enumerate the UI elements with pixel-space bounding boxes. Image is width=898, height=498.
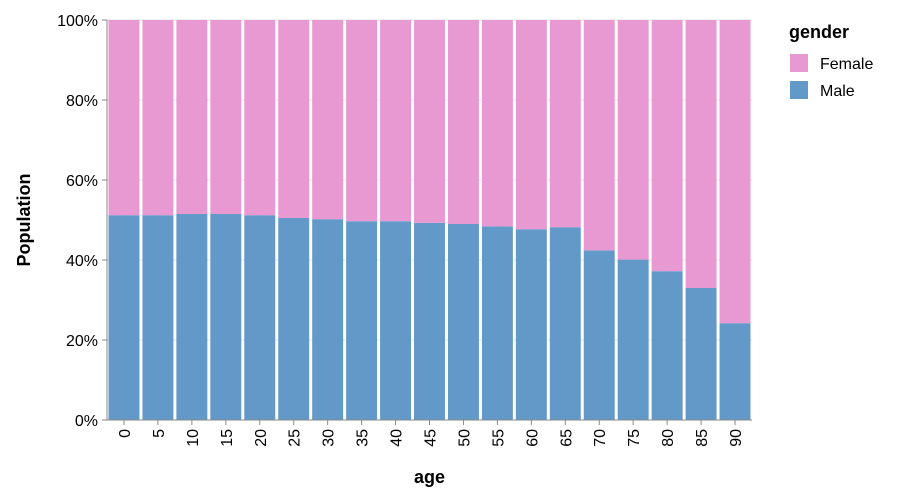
x-tick-label: 20 [253,429,270,447]
bar-male-age-45 [414,222,445,420]
bar-male-age-55 [481,226,513,420]
bar-male-age-30 [312,219,344,420]
bar-male-age-90 [719,323,751,420]
bar-female-age-65 [549,20,581,228]
bar-male-age-75 [617,259,649,420]
axes: 0% 20% 40% 60% 80% 100% 0 5 10 15 20 25 30 35 40 45 50 55… [14,13,752,487]
bar-female-age-80 [651,20,683,272]
bar-female-age-5 [142,20,174,216]
y-tick-label: 80% [66,93,98,110]
x-tick-label: 35 [355,429,372,447]
y-tick-label: 40% [66,253,98,270]
y-tick-label: 20% [66,333,98,350]
bar-male-age-65 [549,227,581,420]
x-tick-label: 0 [117,429,134,438]
x-axis-title: age [414,467,445,487]
bar-male-age-40 [380,221,412,420]
bar-female-age-10 [176,20,208,214]
x-tick-label: 75 [626,429,643,447]
x-tick-label: 10 [185,429,202,447]
bar-male-age-60 [515,229,547,420]
x-tick-label: 65 [558,429,575,447]
bar-female-age-90 [719,20,751,324]
bar-male-age-15 [210,214,242,420]
bar-female-age-85 [685,20,717,288]
x-tick-label: 40 [389,429,406,447]
x-tick-label: 60 [524,429,541,447]
x-tick-label: 50 [456,429,473,447]
bar-male-age-50 [447,224,479,420]
bar-female-age-20 [244,20,276,216]
bar-female-age-35 [346,20,378,222]
legend-swatch-female [790,54,808,72]
x-tick-label: 5 [151,429,168,438]
x-tick-label: 70 [592,429,609,447]
x-tick-label: 30 [321,429,338,447]
bar-male-age-80 [651,271,683,420]
bar-female-age-50 [447,20,479,224]
bar-female-age-60 [515,20,547,230]
legend: gender Female Male [789,22,873,100]
bar-female-age-0 [108,20,140,216]
bar-female-age-25 [278,20,310,218]
bar-male-age-0 [108,215,140,420]
bar-female-age-55 [481,20,513,227]
y-tick-label: 0% [75,413,98,430]
legend-label-female: Female [820,56,873,73]
x-tick-label: 45 [423,429,440,447]
bar-female-age-75 [617,20,649,260]
legend-label-male: Male [820,83,855,100]
y-axis-title: Population [14,174,34,267]
x-tick-label: 25 [287,429,304,447]
bar-female-age-45 [414,20,445,223]
bar-male-age-5 [142,215,174,420]
bar-male-age-20 [244,215,276,420]
bar-male-age-85 [685,288,717,420]
bar-female-age-30 [312,20,344,220]
bar-female-age-40 [380,20,412,222]
bar-male-age-25 [278,218,310,420]
y-tick-label: 60% [66,173,98,190]
legend-swatch-male [790,81,808,99]
bars [108,20,751,420]
bar-male-age-10 [176,214,208,420]
bar-male-age-35 [346,221,378,420]
bar-female-age-70 [583,20,615,251]
bar-male-age-70 [583,250,615,420]
bar-female-age-15 [210,20,242,214]
x-tick-label: 15 [219,429,236,447]
y-tick-label: 100% [57,13,98,30]
x-tick-label: 85 [694,429,711,447]
x-tick-label: 80 [660,429,677,447]
legend-title: gender [789,22,849,42]
x-tick-label: 55 [490,429,507,447]
x-tick-label: 90 [728,429,745,447]
